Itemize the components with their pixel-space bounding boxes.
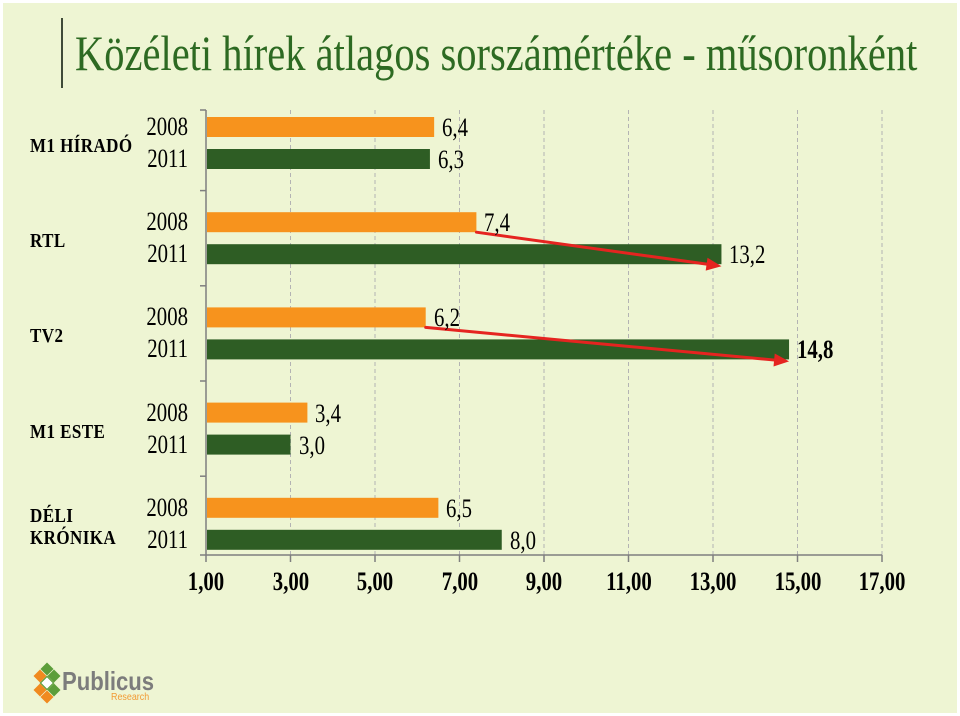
value-label-2011-m1-hirado: 6,3 <box>437 145 464 174</box>
year-label-2008-rtl: 2008 <box>146 207 188 237</box>
year-label-2011-tv2: 2011 <box>147 334 188 364</box>
bar-2008-rtl <box>207 212 477 233</box>
year-label-2008-tv2: 2008 <box>146 302 188 332</box>
year-label-2011-rtl: 2011 <box>147 239 188 269</box>
category-label-rtl: RTL <box>30 230 66 253</box>
x-tick-label-5: 11,00 <box>605 567 652 596</box>
x-tick-label-2: 5,00 <box>356 567 394 596</box>
bar-2008-m1-este <box>207 402 308 423</box>
year-label-2011-m1-hirado: 2011 <box>147 144 188 173</box>
year-label-2008-deli-kronika: 2008 <box>146 492 188 522</box>
change-arrowhead-rtl <box>705 257 722 271</box>
bar-2008-m1-hirado <box>207 117 435 137</box>
bar-2011-tv2 <box>207 339 790 360</box>
bar-2011-m1-este <box>207 434 291 455</box>
value-label-2008-m1-este: 3,4 <box>315 398 342 428</box>
diamond-logo-icon <box>33 662 61 704</box>
value-label-2008-m1-hirado: 6,4 <box>442 113 469 142</box>
logo-name: Publicus <box>62 666 155 696</box>
category-label-m1-hirado: M1 HÍRADÓ <box>30 135 133 157</box>
value-label-2008-tv2: 6,2 <box>433 303 460 333</box>
year-label-2008-m1-este: 2008 <box>146 397 188 427</box>
x-tick-label-3: 7,00 <box>441 567 478 596</box>
year-label-2011-m1-este: 2011 <box>147 429 188 459</box>
category-label-m1-este: M1 ESTE <box>30 420 106 443</box>
x-tick-label-6: 13,00 <box>689 567 737 596</box>
change-arrow-tv2 <box>424 325 778 362</box>
value-label-2008-deli-kronika: 6,5 <box>446 493 473 523</box>
value-label-2011-deli-kronika: 8,0 <box>509 525 536 555</box>
year-label-2011-deli-kronika: 2011 <box>147 524 188 554</box>
title-accent-line <box>61 18 63 88</box>
publicus-logo: Publicus Research <box>33 662 158 706</box>
logo-tagline: Research <box>111 691 150 703</box>
x-tick-label-0: 1,00 <box>187 567 225 596</box>
x-tick-label-4: 9,00 <box>525 567 563 596</box>
bar-2008-tv2 <box>207 307 426 328</box>
year-label-2008-m1-hirado: 2008 <box>146 112 188 141</box>
bar-2011-deli-kronika <box>207 529 502 550</box>
x-tick-label-8: 17,00 <box>858 567 906 596</box>
x-tick-label-1: 3,00 <box>272 567 309 596</box>
value-label-2008-rtl: 7,4 <box>484 208 511 238</box>
value-label-2011-rtl: 13,2 <box>729 240 766 270</box>
x-tick-label-7: 15,00 <box>774 567 821 596</box>
bar-2011-m1-hirado <box>207 149 430 169</box>
change-arrow-rtl <box>474 230 711 266</box>
bar-2008-deli-kronika <box>207 497 439 518</box>
page-title: Közéleti hírek átlagos sorszámértéke - m… <box>75 25 918 81</box>
category-label-tv2: TV2 <box>30 325 64 348</box>
value-label-2011-tv2: 14,8 <box>797 335 834 365</box>
value-label-2011-m1-este: 3,0 <box>298 430 325 460</box>
change-arrowhead-tv2 <box>773 353 790 367</box>
category-label-deli-kronika: DÉLI KRÓNIKA <box>30 504 117 549</box>
